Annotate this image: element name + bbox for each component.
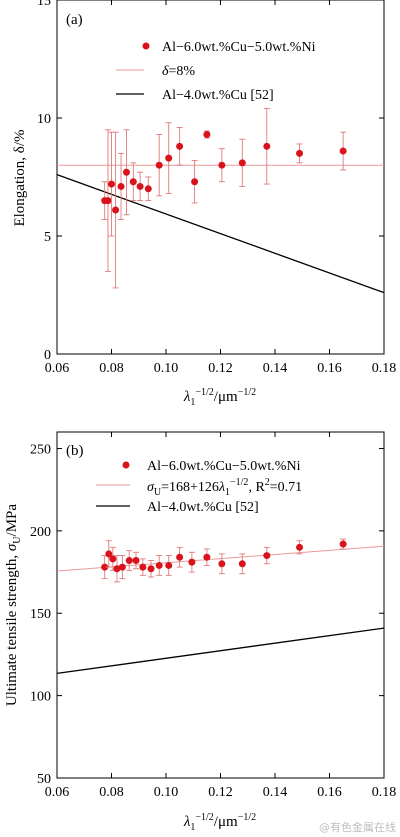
- legend-marker-points-b: [122, 461, 130, 469]
- data-point: [296, 543, 304, 551]
- legend-label-fit-b: σU=168+126λ1−1/2, R2=0.71: [147, 477, 302, 498]
- x-tick-label: 0.12: [208, 361, 233, 376]
- x-axis-label-b: λ1−1/2/μm−1/2: [183, 812, 256, 833]
- axis-ticks-a: 0.06 0.08 0.10 0.12 0.14 0.16 0.18 0 5 10 15: [37, 0, 396, 376]
- y-tick-label: 100: [30, 690, 51, 705]
- data-point: [117, 182, 125, 190]
- data-point: [218, 161, 226, 169]
- legend-label-points-a: Al−6.0wt.%Cu−5.0wt.%Ni: [162, 40, 316, 55]
- y-tick-label: 5: [44, 230, 51, 245]
- chart-panel-a: (a) 0.06 0.08 0.10 0.12 0.14 0.16 0.18 0 5 10 15 A…: [12, 0, 396, 408]
- series-line: [56, 627, 385, 675]
- data-point: [155, 161, 163, 169]
- data-point: [165, 561, 173, 569]
- y-tick-label: 150: [30, 607, 51, 622]
- x-tick-label: 0.14: [263, 785, 288, 800]
- data-point: [147, 565, 155, 573]
- data-point: [263, 552, 271, 560]
- data-point: [263, 142, 271, 150]
- data-point: [101, 563, 109, 571]
- watermark: @有色金属在线: [319, 820, 396, 834]
- legend-b: Al−6.0wt.%Cu−5.0wt.%Ni σU=168+126λ1−1/2,…: [96, 459, 302, 515]
- y-tick-label: 50: [37, 772, 51, 787]
- legend-label-line-b: Al−4.0wt.%Cu [52]: [147, 500, 259, 515]
- x-tick-label: 0.06: [45, 361, 70, 376]
- y-tick-label: 200: [30, 525, 51, 540]
- data-point: [139, 563, 147, 571]
- panel-label-a: (a): [66, 12, 83, 28]
- x-tick-label: 0.10: [154, 785, 179, 800]
- x-tick-label: 0.14: [263, 361, 288, 376]
- data-point: [155, 561, 163, 569]
- y-tick-label: 0: [44, 348, 51, 363]
- legend-label-line-a: Al−4.0wt.%Cu [52]: [162, 88, 274, 103]
- data-point: [238, 560, 246, 568]
- axis-ticks-b: 0.06 0.08 0.10 0.12 0.14 0.16 0.18 50 100 150 200 2…: [30, 432, 396, 800]
- data-point: [191, 178, 199, 186]
- x-axis-label-a: λ1−1/2/μm−1/2: [183, 387, 256, 408]
- data-point: [176, 553, 184, 561]
- x-tick-label: 0.18: [372, 361, 397, 376]
- x-tick-label: 0.08: [99, 361, 124, 376]
- data-point: [339, 147, 347, 155]
- y-tick-label: 250: [30, 442, 51, 457]
- x-tick-label: 0.12: [208, 785, 233, 800]
- legend-label-hline-a: δ=8%: [162, 64, 195, 79]
- y-axis-label-a: Elongation, δ/%: [12, 129, 28, 226]
- data-point: [339, 540, 347, 548]
- data-point: [113, 565, 121, 573]
- data-point: [176, 142, 184, 150]
- chart-points-a: [101, 108, 347, 289]
- chart-panel-b: (b) 0.06 0.08 0.10 0.12 0.14 0.16 0.18 50 100 150…: [4, 431, 396, 833]
- data-point: [125, 557, 133, 565]
- panel-label-b: (b): [66, 443, 84, 459]
- data-point: [105, 550, 113, 558]
- legend-marker-points-a: [142, 42, 150, 50]
- y-tick-label: 10: [37, 112, 51, 127]
- series-line: [56, 174, 385, 294]
- data-point: [203, 553, 211, 561]
- chart-lines-a: [56, 164, 385, 294]
- legend-label-points-b: Al−6.0wt.%Cu−5.0wt.%Ni: [147, 459, 301, 474]
- data-point: [132, 557, 140, 565]
- y-tick-label: 15: [37, 0, 51, 9]
- x-tick-label: 0.08: [99, 785, 124, 800]
- x-tick-label: 0.16: [317, 361, 342, 376]
- data-point: [218, 560, 226, 568]
- legend-a: Al−6.0wt.%Cu−5.0wt.%Ni δ=8% Al−4.0wt.%Cu…: [116, 40, 316, 103]
- data-point: [118, 563, 126, 571]
- y-axis-label-b: Ultimate tensile strength, σU/MPa: [4, 504, 23, 706]
- x-tick-label: 0.06: [45, 785, 70, 800]
- data-point: [104, 197, 112, 205]
- data-point: [109, 555, 117, 563]
- data-point: [238, 159, 246, 167]
- data-point: [112, 206, 120, 214]
- x-tick-label: 0.16: [317, 785, 342, 800]
- x-tick-label: 0.10: [154, 361, 179, 376]
- data-point: [165, 154, 173, 162]
- data-point: [203, 131, 211, 139]
- data-point: [122, 168, 130, 176]
- data-point: [136, 182, 144, 190]
- data-point: [144, 185, 152, 193]
- data-point: [296, 149, 304, 157]
- data-point: [108, 180, 115, 188]
- data-point: [129, 178, 137, 186]
- chart-points-b: [101, 538, 347, 583]
- data-point: [188, 558, 196, 566]
- x-tick-label: 0.18: [372, 785, 397, 800]
